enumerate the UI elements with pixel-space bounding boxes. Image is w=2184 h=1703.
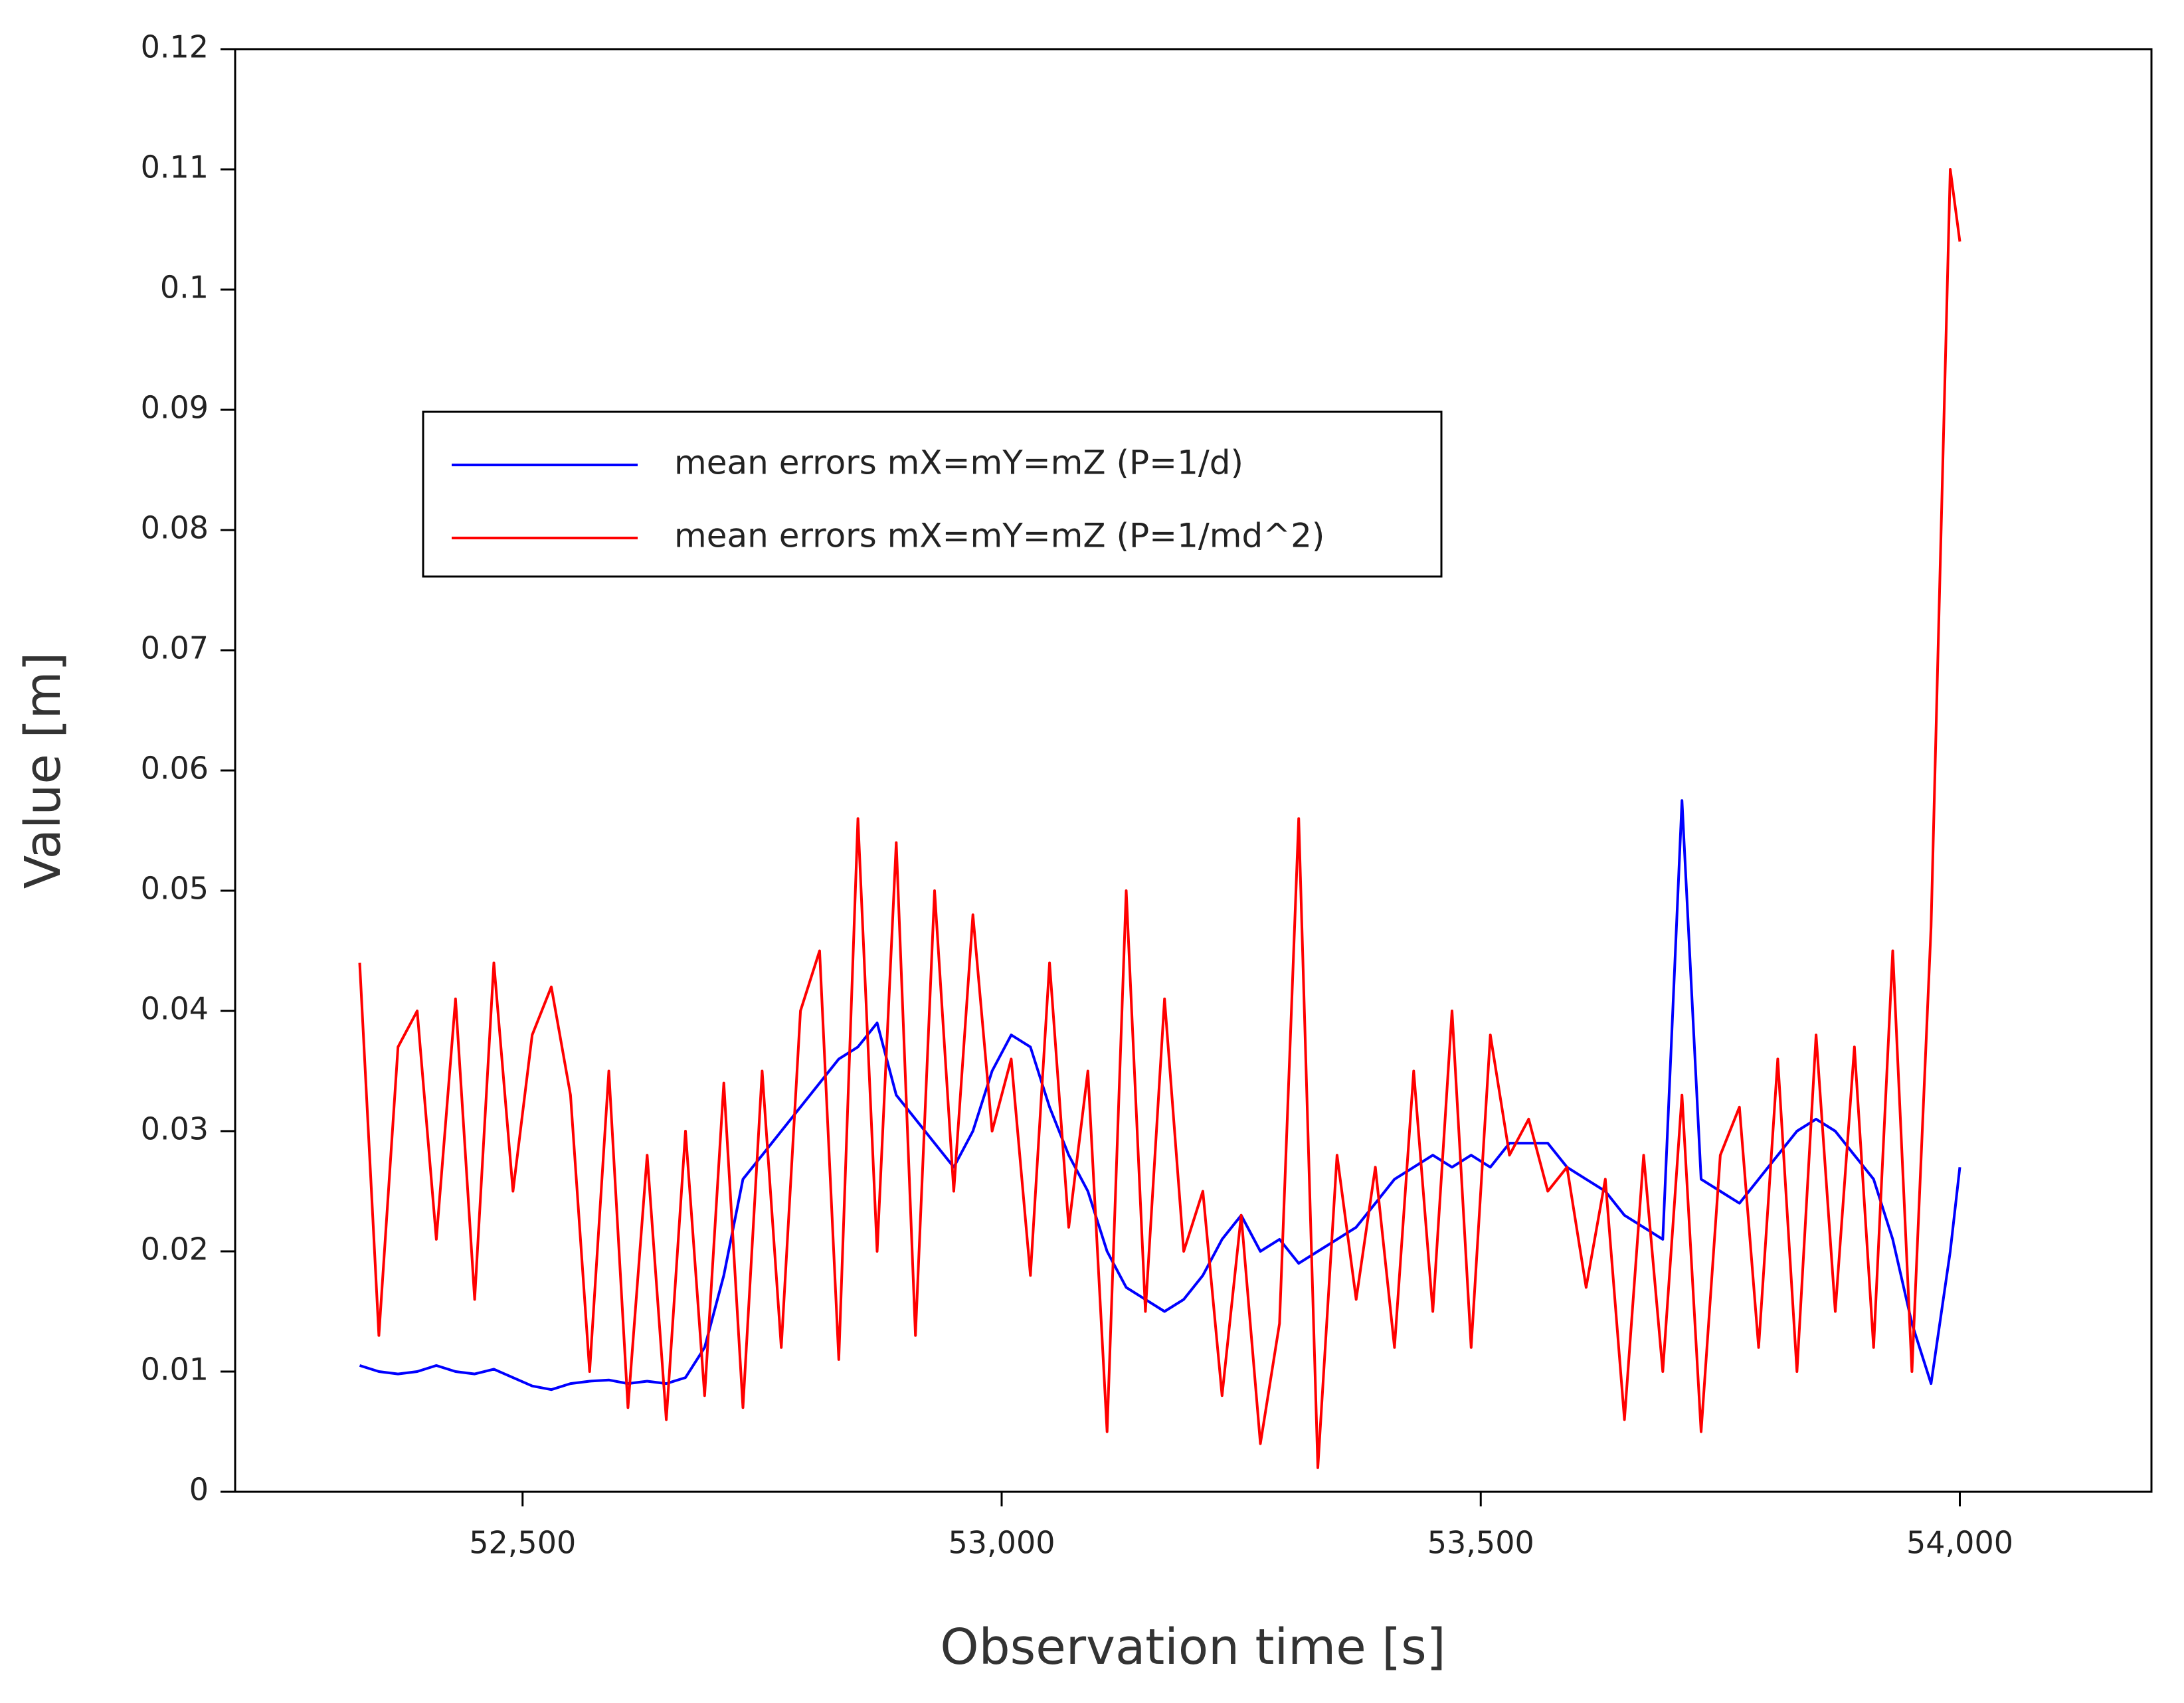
x-tick-label: 52,500 xyxy=(469,1525,576,1561)
legend-box xyxy=(422,410,1443,578)
y-tick-label: 0.02 xyxy=(141,1231,209,1267)
x-axis-title: Observation time [s] xyxy=(940,1619,1445,1676)
legend-label: mean errors mX=mY=mZ (P=1/d) xyxy=(674,444,1243,482)
y-tick-label: 0.11 xyxy=(141,149,209,185)
x-tick-label: 53,500 xyxy=(1427,1525,1534,1561)
legend-label: mean errors mX=mY=mZ (P=1/md^2) xyxy=(674,517,1324,555)
y-axis-title: Value [m] xyxy=(15,652,72,889)
y-tick-label: 0.1 xyxy=(160,270,209,306)
y-tick-label: 0 xyxy=(189,1472,209,1508)
y-tick-label: 0.01 xyxy=(141,1352,209,1388)
y-tick-label: 0.04 xyxy=(141,991,209,1027)
y-tick-label: 0.07 xyxy=(141,630,209,666)
y-tick-label: 0.03 xyxy=(141,1111,209,1147)
data-line xyxy=(358,168,1961,1469)
x-tick-label: 53,000 xyxy=(949,1525,1055,1561)
data-line xyxy=(359,799,1961,1391)
x-tick-label: 54,000 xyxy=(1906,1525,2013,1561)
y-tick-label: 0.05 xyxy=(141,871,209,907)
y-tick-label: 0.12 xyxy=(141,29,209,65)
y-tick-label: 0.08 xyxy=(141,510,209,546)
y-tick-label: 0.09 xyxy=(141,390,209,426)
y-tick-label: 0.06 xyxy=(141,751,209,786)
plot-frame xyxy=(234,48,2153,1493)
